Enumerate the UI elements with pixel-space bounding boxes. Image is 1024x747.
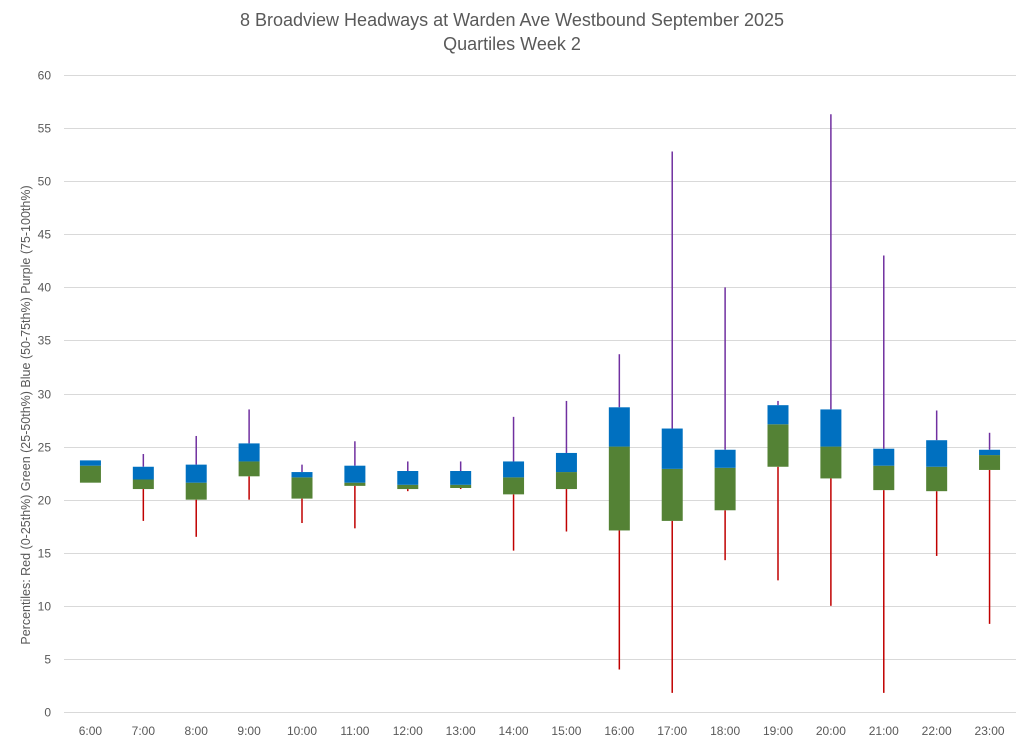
box-upper-quartile — [185, 464, 207, 483]
y-tick-label: 20 — [38, 494, 52, 508]
box-lower-quartile — [714, 467, 736, 511]
box-lower-quartile — [238, 461, 260, 477]
y-tick-label: 50 — [38, 175, 52, 189]
box-upper-quartile — [238, 443, 260, 462]
y-tick-label: 40 — [38, 281, 52, 295]
x-tick-label: 12:00 — [393, 724, 423, 738]
y-axis-label: Percentiles: Red (0-25th%) Green (25-50t… — [19, 185, 33, 645]
x-tick-label: 16:00 — [604, 724, 634, 738]
y-tick-label: 45 — [38, 228, 52, 242]
y-tick-label: 25 — [38, 441, 52, 455]
box-upper-quartile — [926, 440, 948, 467]
x-tick-label: 14:00 — [499, 724, 529, 738]
box-lower-quartile — [450, 484, 472, 488]
box-lower-quartile — [79, 465, 101, 483]
x-tick-label: 21:00 — [869, 724, 899, 738]
box-upper-quartile — [503, 461, 525, 478]
box-lower-quartile — [344, 482, 366, 486]
x-tick-label: 17:00 — [657, 724, 687, 738]
box-upper-quartile — [79, 460, 101, 466]
x-tick-label: 9:00 — [237, 724, 261, 738]
box-upper-quartile — [767, 405, 789, 425]
box-upper-quartile — [608, 407, 630, 447]
y-tick-label: 0 — [44, 706, 51, 720]
box-lower-quartile — [185, 482, 207, 500]
box-lower-quartile — [132, 479, 154, 490]
y-tick-label: 55 — [38, 122, 52, 136]
box-upper-quartile — [979, 449, 1001, 456]
x-tick-label: 6:00 — [79, 724, 103, 738]
box-lower-quartile — [608, 446, 630, 531]
x-tick-label: 20:00 — [816, 724, 846, 738]
chart-title-block: 8 Broadview Headways at Warden Ave Westb… — [0, 8, 1024, 56]
x-tick-label: 15:00 — [551, 724, 581, 738]
box-lower-quartile — [503, 477, 525, 495]
box-upper-quartile — [132, 466, 154, 480]
chart-subtitle: Quartiles Week 2 — [443, 34, 581, 54]
y-tick-label: 60 — [38, 69, 52, 83]
box-upper-quartile — [344, 465, 366, 483]
box-lower-quartile — [291, 477, 313, 499]
box-lower-quartile — [873, 465, 895, 491]
box-upper-quartile — [555, 452, 577, 473]
y-tick-label: 5 — [44, 653, 51, 667]
box-lower-quartile — [979, 455, 1001, 470]
box-upper-quartile — [397, 471, 419, 485]
box-upper-quartile — [661, 428, 683, 469]
chart-title: 8 Broadview Headways at Warden Ave Westb… — [240, 10, 784, 30]
y-tick-label: 10 — [38, 600, 52, 614]
x-tick-label: 8:00 — [185, 724, 209, 738]
x-tick-label: 22:00 — [922, 724, 952, 738]
x-tick-label: 23:00 — [975, 724, 1005, 738]
box-upper-quartile — [291, 472, 313, 478]
box-lower-quartile — [820, 446, 842, 479]
x-tick-label: 7:00 — [132, 724, 156, 738]
x-tick-label: 19:00 — [763, 724, 793, 738]
y-tick-label: 30 — [38, 388, 52, 402]
box-lower-quartile — [397, 484, 419, 490]
y-tick-label: 15 — [38, 547, 52, 561]
box-upper-quartile — [820, 409, 842, 447]
box-lower-quartile — [926, 466, 948, 492]
x-tick-label: 10:00 — [287, 724, 317, 738]
x-tick-label: 11:00 — [340, 724, 369, 738]
box-upper-quartile — [714, 449, 736, 468]
box-lower-quartile — [555, 472, 577, 490]
x-tick-label: 18:00 — [710, 724, 740, 738]
box-lower-quartile — [767, 424, 789, 467]
box-upper-quartile — [873, 448, 895, 466]
box-upper-quartile — [450, 471, 472, 485]
x-tick-label: 13:00 — [446, 724, 476, 738]
box-lower-quartile — [661, 468, 683, 521]
y-tick-label: 35 — [38, 334, 52, 348]
